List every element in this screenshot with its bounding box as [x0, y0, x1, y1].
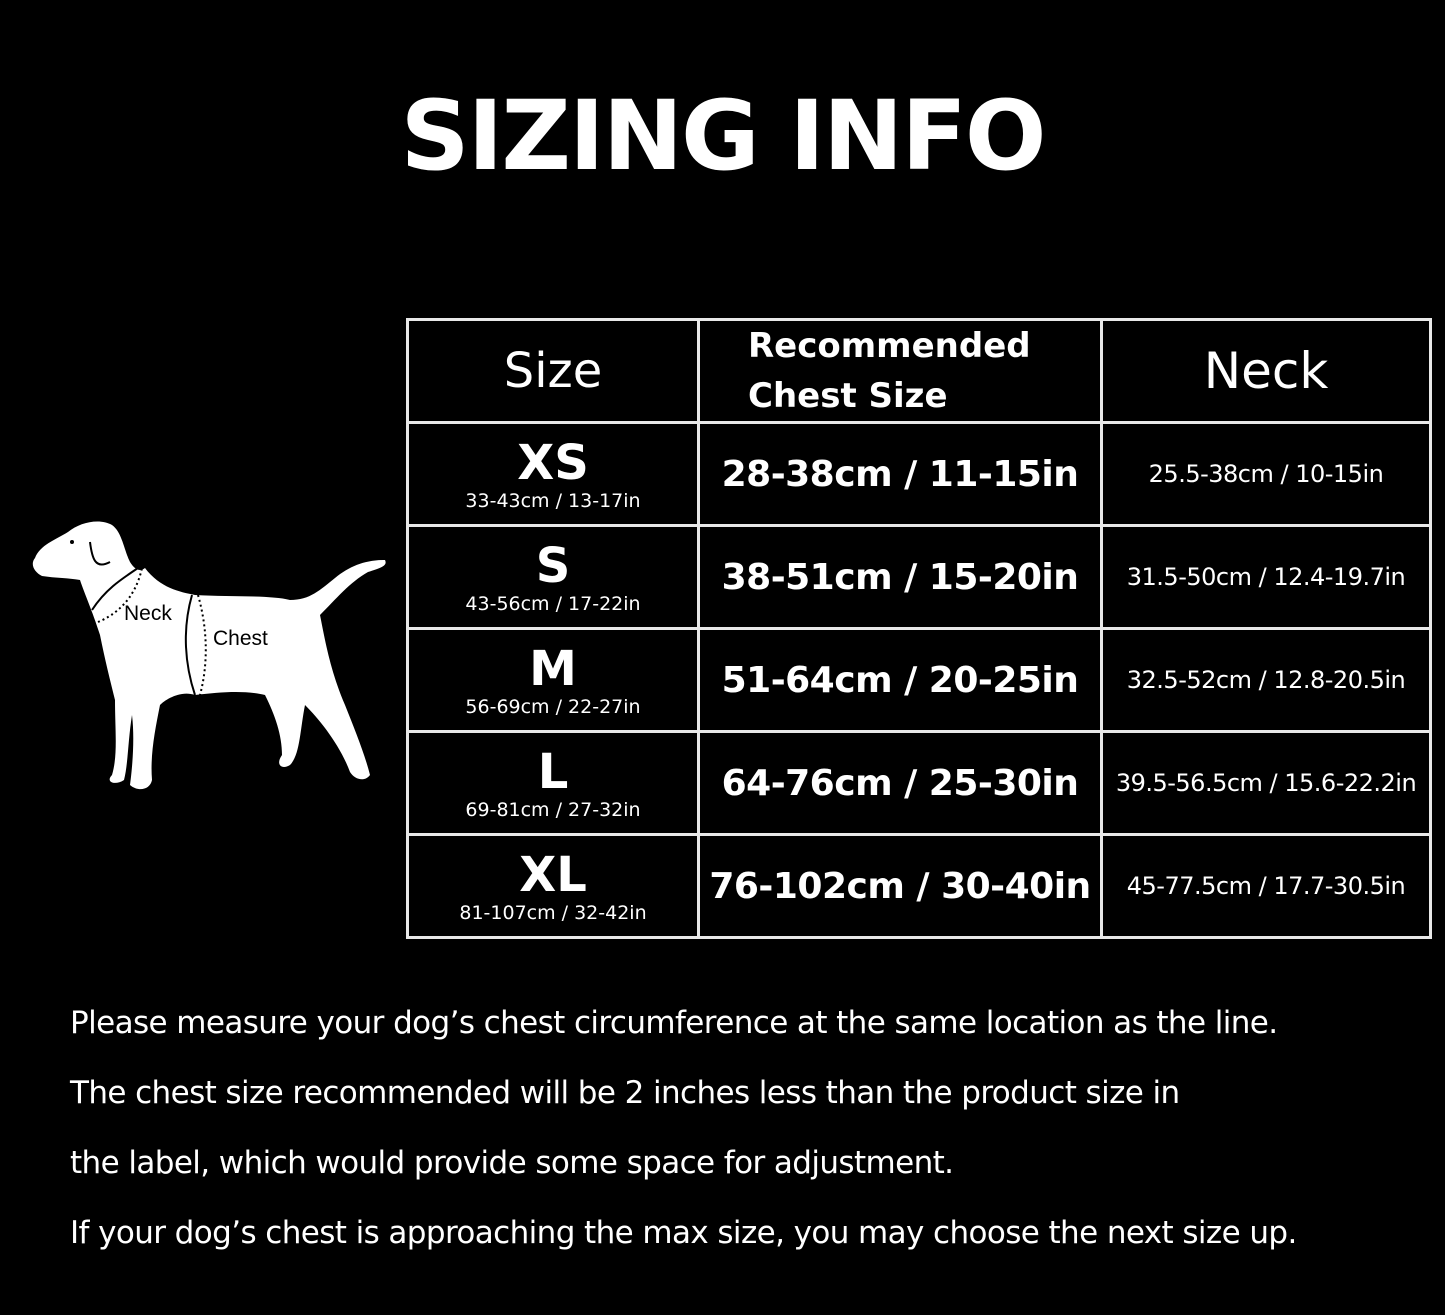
- neck-cell: 32.5-52cm / 12.8-20.5in: [1100, 627, 1432, 733]
- product-size: 56-69cm / 22-27in: [465, 696, 641, 718]
- size-cell: XS 33-43cm / 13-17in: [406, 421, 700, 527]
- product-size: 81-107cm / 32-42in: [459, 902, 647, 924]
- size-label: M: [529, 641, 577, 697]
- size-cell: S 43-56cm / 17-22in: [406, 524, 700, 630]
- size-cell: L 69-81cm / 27-32in: [406, 730, 700, 836]
- sizing-table: Size Recommended Chest Size Neck XS 33-43…: [406, 318, 1432, 939]
- table-row: M 56-69cm / 22-27in 51-64cm / 20-25in 32.…: [406, 627, 1432, 733]
- chest-cell: 38-51cm / 15-20in: [697, 524, 1103, 630]
- table-row: L 69-81cm / 27-32in 64-76cm / 25-30in 39.…: [406, 730, 1432, 836]
- header-size: Size: [406, 318, 700, 424]
- size-cell: XL 81-107cm / 32-42in: [406, 833, 700, 939]
- chest-cell: 76-102cm / 30-40in: [697, 833, 1103, 939]
- table-row: XS 33-43cm / 13-17in 28-38cm / 11-15in 25…: [406, 421, 1432, 527]
- product-size: 69-81cm / 27-32in: [465, 799, 641, 821]
- note-line: The chest size recommended will be 2 inc…: [70, 1075, 1180, 1111]
- page-title: SIZING INFO: [400, 80, 1047, 192]
- note-line: the label, which would provide some spac…: [70, 1145, 954, 1181]
- table-row: XL 81-107cm / 32-42in 76-102cm / 30-40in …: [406, 833, 1432, 939]
- chest-label: Chest: [213, 627, 268, 650]
- table-row: S 43-56cm / 17-22in 38-51cm / 15-20in 31.…: [406, 524, 1432, 630]
- size-cell: M 56-69cm / 22-27in: [406, 627, 700, 733]
- neck-cell: 25.5-38cm / 10-15in: [1100, 421, 1432, 527]
- chest-cell: 64-76cm / 25-30in: [697, 730, 1103, 836]
- dog-silhouette-icon: Neck Chest: [32, 521, 386, 790]
- header-chest-line1: Recommended: [748, 326, 1031, 366]
- chest-cell: 51-64cm / 20-25in: [697, 627, 1103, 733]
- neck-cell: 31.5-50cm / 12.4-19.7in: [1100, 524, 1432, 630]
- product-size: 33-43cm / 13-17in: [465, 490, 641, 512]
- note-line: If your dog’s chest is approaching the m…: [70, 1215, 1297, 1251]
- neck-cell: 39.5-56.5cm / 15.6-22.2in: [1100, 730, 1432, 836]
- chest-cell: 28-38cm / 11-15in: [697, 421, 1103, 527]
- product-size: 43-56cm / 17-22in: [465, 593, 641, 615]
- neck-cell: 45-77.5cm / 17.7-30.5in: [1100, 833, 1432, 939]
- header-chest: Recommended Chest Size: [697, 318, 1103, 424]
- header-chest-line2: Chest Size: [748, 376, 948, 416]
- size-label: S: [535, 538, 571, 594]
- table-header-row: Size Recommended Chest Size Neck: [406, 318, 1432, 424]
- note-line: Please measure your dog’s chest circumfe…: [70, 1005, 1278, 1041]
- neck-label: Neck: [124, 602, 172, 625]
- header-neck: Neck: [1100, 318, 1432, 424]
- sizing-notes: Please measure your dog’s chest circumfe…: [70, 1000, 1297, 1280]
- size-label: XL: [519, 847, 587, 903]
- size-label: XS: [517, 435, 589, 491]
- size-label: L: [537, 744, 569, 800]
- dog-measurement-diagram: Neck Chest: [20, 500, 400, 800]
